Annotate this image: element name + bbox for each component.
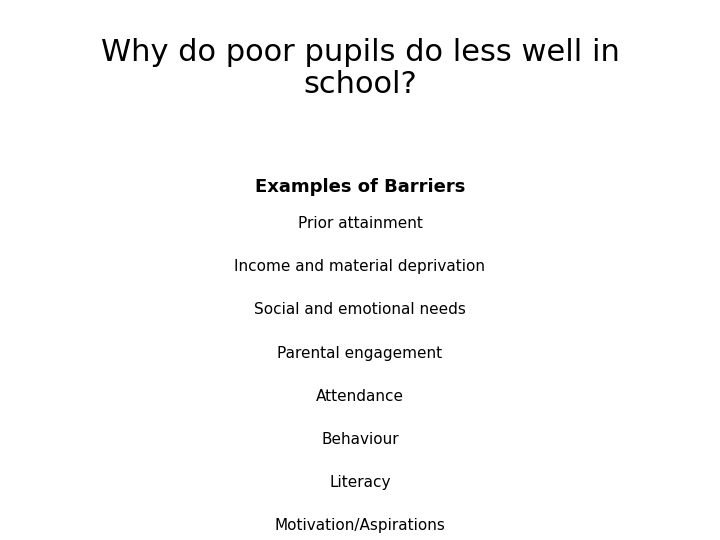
Text: Prior attainment: Prior attainment — [297, 216, 423, 231]
Text: Parental engagement: Parental engagement — [277, 346, 443, 361]
Text: Literacy: Literacy — [329, 475, 391, 490]
Text: Examples of Barriers: Examples of Barriers — [255, 178, 465, 196]
Text: Social and emotional needs: Social and emotional needs — [254, 302, 466, 318]
Text: Behaviour: Behaviour — [321, 432, 399, 447]
Text: Attendance: Attendance — [316, 389, 404, 404]
Text: Income and material deprivation: Income and material deprivation — [235, 259, 485, 274]
Text: Motivation/Aspirations: Motivation/Aspirations — [274, 518, 446, 534]
Text: Why do poor pupils do less well in
school?: Why do poor pupils do less well in schoo… — [101, 38, 619, 99]
